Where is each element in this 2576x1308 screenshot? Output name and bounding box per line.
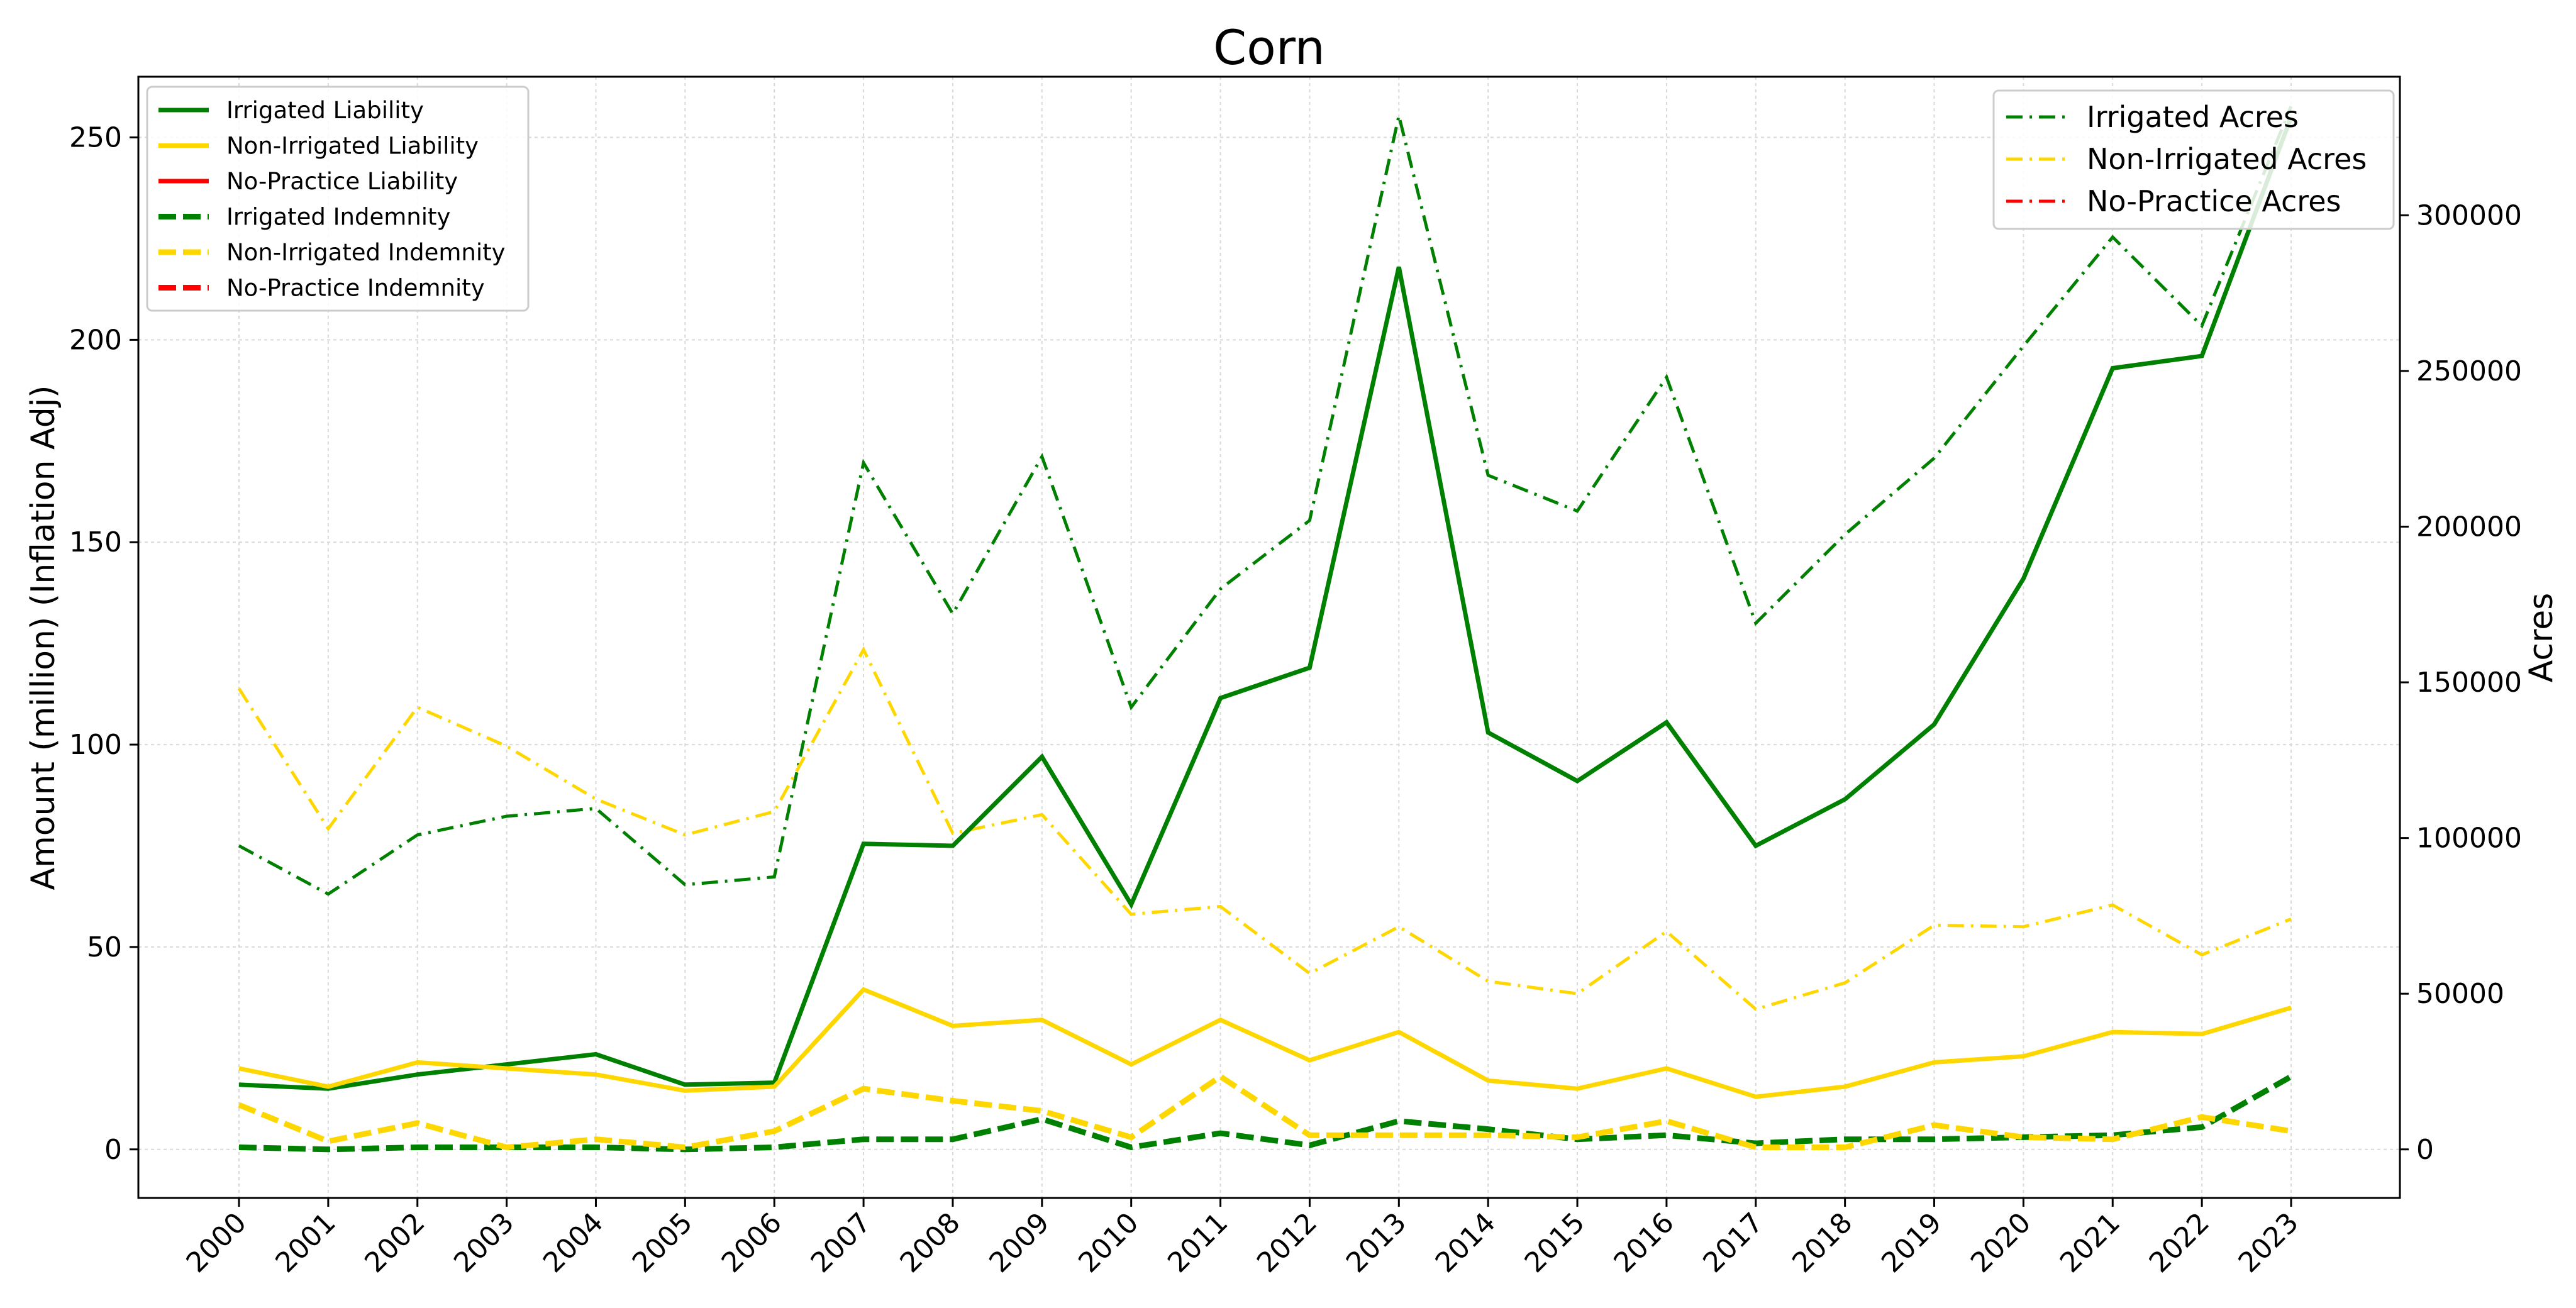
series-line-non-irrigated-liability	[238, 987, 2292, 1099]
x-tick-label: 2013	[1340, 1207, 1413, 1279]
grid	[138, 77, 2400, 1198]
legend-label: No-Practice Liability	[226, 168, 458, 195]
legend-label: Non-Irrigated Acres	[2087, 142, 2367, 176]
series-line-irrigated-acres	[238, 106, 2293, 896]
series-line-non-irrigated-acres	[237, 646, 2292, 1011]
x-tick-label: 2015	[1519, 1207, 1591, 1279]
x-tick-label: 2010	[1072, 1207, 1145, 1279]
y-axis-label: Amount (million) (Inflation Adj)	[25, 385, 62, 890]
y2-tick-label: 150000	[2416, 667, 2522, 699]
x-tick-label: 2012	[1251, 1207, 1323, 1279]
x-tick-label: 2021	[2054, 1207, 2126, 1279]
x-tick-label: 2005	[626, 1207, 699, 1279]
legend-left-frame	[146, 86, 530, 312]
x-tick-label: 2022	[2143, 1207, 2216, 1279]
x-tick-label: 2011	[1162, 1207, 1234, 1279]
series-line-irrigated-liability	[238, 116, 2294, 1091]
legend-label: Non-Irrigated Indemnity	[226, 239, 506, 266]
legend-label: No-Practice Acres	[2087, 184, 2341, 218]
legend-right-frame	[1992, 89, 2395, 230]
x-tick-label: 2009	[983, 1207, 1055, 1279]
x-tick-label: 2003	[448, 1207, 520, 1279]
series-lines	[237, 106, 2294, 1153]
y-tick-label: 150	[69, 526, 122, 558]
y-tick-label: 100	[69, 729, 122, 761]
y2-tick-label: 300000	[2416, 199, 2522, 231]
legend-label: Irrigated Acres	[2087, 100, 2299, 134]
x-tick-label: 2004	[537, 1207, 609, 1279]
y2-tick-label: 50000	[2416, 978, 2504, 1010]
legend-left: Irrigated Liability Non-Irrigated Liabili…	[146, 86, 530, 312]
x-tick-label: 2020	[1965, 1207, 2037, 1279]
x-tick-label: 2019	[1875, 1207, 1948, 1279]
plot-frame	[137, 75, 2401, 1199]
series-line-non-irrigated-indemnity	[238, 1073, 2292, 1151]
chart-title: Corn	[1213, 19, 1325, 75]
x-tick-label: 2023	[2233, 1207, 2305, 1279]
x-tick-label: 2000	[180, 1207, 253, 1279]
y-tick-label: 200	[69, 324, 122, 356]
legend-label: No-Practice Indemnity	[226, 275, 485, 302]
series-line-irrigated-indemnity	[238, 1073, 2293, 1153]
legend-right: Irrigated Acres Non-Irrigated Acres No-Pra…	[1992, 89, 2395, 230]
x-tick-label: 2017	[1697, 1207, 1769, 1279]
x-tick-label: 2008	[894, 1207, 966, 1279]
x-tick-label: 2018	[1786, 1207, 1858, 1279]
legend-label: Irrigated Liability	[226, 97, 424, 124]
y2-axis-label: Acres	[2523, 593, 2560, 683]
x-tick-label: 2002	[358, 1207, 431, 1279]
legend-label: Irrigated Indemnity	[226, 204, 450, 231]
x-tick-label: 2014	[1430, 1207, 1502, 1279]
legend-label: Non-Irrigated Liability	[226, 133, 479, 160]
y2-tick-label: 100000	[2416, 823, 2522, 855]
y2-tick-label: 200000	[2416, 511, 2522, 543]
y2-tick-label: 0	[2416, 1134, 2434, 1166]
x-tick-label: 2007	[805, 1207, 877, 1279]
y2-tick-label: 250000	[2416, 355, 2522, 387]
x-tick-label: 2016	[1607, 1207, 1680, 1279]
y-tick-label: 0	[104, 1134, 122, 1166]
x-tick-label: 2006	[716, 1207, 788, 1279]
y-tick-label: 250	[69, 122, 122, 154]
x-tick-label: 2001	[269, 1207, 341, 1279]
y-tick-label: 50	[87, 931, 122, 963]
